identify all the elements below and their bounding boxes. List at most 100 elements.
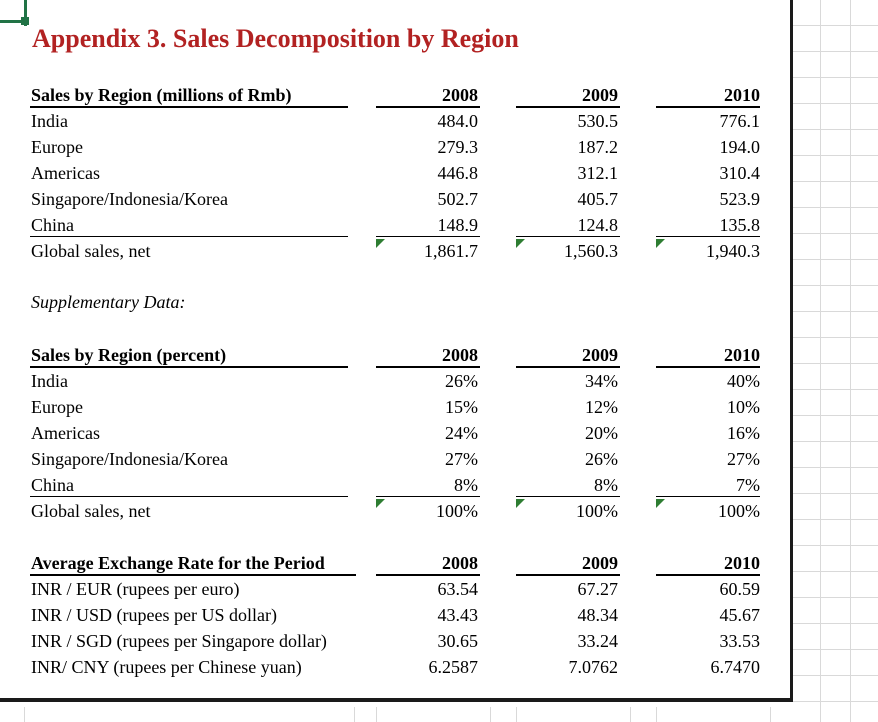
grid-column-line <box>24 707 25 722</box>
cell-value: 6.7470 <box>710 657 761 677</box>
cell-value: 310.4 <box>719 163 761 183</box>
cell-value: 33.24 <box>577 631 619 651</box>
row-label: China <box>31 475 74 495</box>
cell-value: 34% <box>585 371 618 391</box>
cell-value: 67.27 <box>577 579 619 599</box>
table-row[interactable]: INR / EUR (rupees per euro) 63.54 67.27 … <box>0 576 790 602</box>
cell-value: 8% <box>454 475 478 495</box>
cell-value: 60.59 <box>719 579 761 599</box>
total-value: 100% <box>718 501 760 521</box>
formula-marker-icon <box>656 239 665 248</box>
total-divider <box>30 496 348 497</box>
header-underline <box>30 366 348 368</box>
table-row[interactable]: Europe 279.3 187.2 194.0 <box>0 134 790 160</box>
selection-handle-icon[interactable] <box>0 20 28 23</box>
total-label: Global sales, net <box>31 241 151 261</box>
year-2010: 2010 <box>724 85 760 105</box>
row-label: China <box>31 215 74 235</box>
cell-value: 15% <box>445 397 478 417</box>
embedded-table-panel: Appendix 3. Sales Decomposition by Regio… <box>0 0 793 702</box>
cell-value: 27% <box>727 449 760 469</box>
row-label: Europe <box>31 397 83 417</box>
header-underline <box>656 574 760 576</box>
total-divider <box>376 496 480 497</box>
table-row[interactable]: Europe 15% 12% 10% <box>0 394 790 420</box>
row-label: Singapore/Indonesia/Korea <box>31 449 228 469</box>
cell-value: 63.54 <box>437 579 479 599</box>
formula-marker-icon <box>516 239 525 248</box>
total-row[interactable]: Global sales, net 1,861.7 1,560.3 1,940.… <box>0 238 790 264</box>
year-2009: 2009 <box>582 553 618 573</box>
year-2009: 2009 <box>582 85 618 105</box>
year-2008: 2008 <box>442 553 478 573</box>
cell-value: 30.65 <box>437 631 479 651</box>
cell-value: 312.1 <box>577 163 619 183</box>
row-label: Americas <box>31 423 100 443</box>
formula-marker-icon <box>516 499 525 508</box>
cell-value: 194.0 <box>719 137 761 157</box>
grid-column-line <box>376 707 377 722</box>
table-row[interactable]: China 148.9 124.8 135.8 <box>0 212 790 238</box>
table-row[interactable]: Singapore/Indonesia/Korea 502.7 405.7 52… <box>0 186 790 212</box>
year-2010: 2010 <box>724 553 760 573</box>
sales-pct-header: Sales by Region (percent) <box>31 345 227 365</box>
row-label: India <box>31 111 68 131</box>
table-row[interactable]: INR/ CNY (rupees per Chinese yuan) 6.258… <box>0 654 790 680</box>
total-value: 1,940.3 <box>706 241 760 261</box>
fx-header-row: Average Exchange Rate for the Period 200… <box>0 550 790 576</box>
grid-column-line <box>630 707 631 722</box>
total-label: Global sales, net <box>31 501 151 521</box>
fx-header: Average Exchange Rate for the Period <box>31 553 325 573</box>
total-divider <box>516 496 620 497</box>
cell-value: 484.0 <box>437 111 479 131</box>
header-underline <box>516 574 620 576</box>
total-divider <box>30 236 348 237</box>
selection-handle-icon[interactable] <box>21 17 29 25</box>
cell-value: 45.67 <box>719 605 761 625</box>
grid-column-line <box>490 707 491 722</box>
year-2010: 2010 <box>724 345 760 365</box>
cell-value: 135.8 <box>719 215 761 235</box>
total-value: 1,560.3 <box>564 241 618 261</box>
grid-column-line <box>850 0 851 722</box>
table-row[interactable]: Americas 24% 20% 16% <box>0 420 790 446</box>
supplementary-label: Supplementary Data: <box>31 292 186 312</box>
cell-value: 16% <box>727 423 760 443</box>
row-label: INR/ CNY (rupees per Chinese yuan) <box>31 657 302 677</box>
formula-marker-icon <box>376 239 385 248</box>
total-divider <box>656 496 760 497</box>
cell-value: 446.8 <box>437 163 479 183</box>
cell-value: 502.7 <box>437 189 479 209</box>
cell-value: 26% <box>585 449 618 469</box>
row-label: Europe <box>31 137 83 157</box>
grid-column-line <box>656 707 657 722</box>
total-divider <box>376 236 480 237</box>
table-row[interactable]: India 484.0 530.5 776.1 <box>0 108 790 134</box>
table-row[interactable]: Singapore/Indonesia/Korea 27% 26% 27% <box>0 446 790 472</box>
total-row[interactable]: Global sales, net 100% 100% 100% <box>0 498 790 524</box>
cell-value: 187.2 <box>577 137 619 157</box>
grid-column-line <box>354 707 355 722</box>
header-underline <box>30 574 356 576</box>
row-label: INR / EUR (rupees per euro) <box>31 579 240 599</box>
cell-value: 405.7 <box>577 189 619 209</box>
table-row[interactable]: Americas 446.8 312.1 310.4 <box>0 160 790 186</box>
year-2008: 2008 <box>442 345 478 365</box>
year-2009: 2009 <box>582 345 618 365</box>
cell-value: 7.0762 <box>568 657 619 677</box>
table-row[interactable]: INR / USD (rupees per US dollar) 43.43 4… <box>0 602 790 628</box>
total-divider <box>656 236 760 237</box>
cell-value: 43.43 <box>437 605 479 625</box>
header-underline <box>376 574 480 576</box>
selection-handle-icon[interactable] <box>24 0 27 26</box>
cell-value: 26% <box>445 371 478 391</box>
row-label: India <box>31 371 68 391</box>
table-row[interactable]: INR / SGD (rupees per Singapore dollar) … <box>0 628 790 654</box>
table-row[interactable]: India 26% 34% 40% <box>0 368 790 394</box>
total-value: 100% <box>576 501 618 521</box>
cell-value: 48.34 <box>577 605 619 625</box>
header-underline <box>376 106 480 108</box>
cell-value: 523.9 <box>719 189 761 209</box>
row-label: INR / SGD (rupees per Singapore dollar) <box>31 631 327 651</box>
table-row[interactable]: China 8% 8% 7% <box>0 472 790 498</box>
